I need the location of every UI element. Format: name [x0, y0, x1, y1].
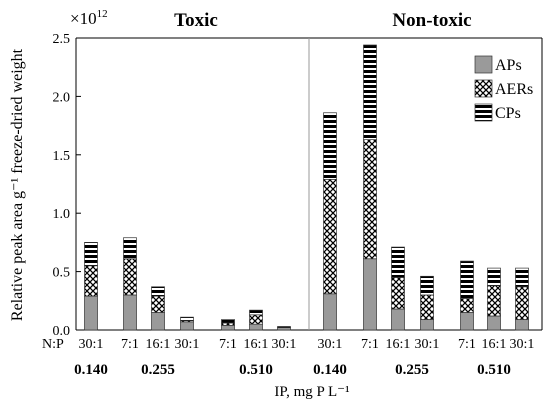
bar-segment-aps [152, 312, 165, 330]
bar-segment-aps [85, 296, 98, 330]
ip-group-label: 0.510 [239, 362, 273, 378]
np-tick-label: 7:1 [361, 337, 379, 352]
bar-segment-aers [222, 323, 235, 325]
bar-segment-aers [488, 286, 501, 316]
bar-segment-aers [516, 287, 529, 320]
legend-label-aers: AERs [495, 81, 533, 98]
panel-title-non-toxic: Non-toxic [392, 10, 471, 31]
bar-segment-cps [324, 113, 337, 180]
np-tick-label: 16:1 [482, 337, 507, 352]
y-tick-label: 0.5 [53, 266, 71, 281]
bar-segment-aps [421, 319, 434, 330]
bar-segment-aps [278, 328, 291, 330]
legend-swatch-cps [475, 104, 492, 121]
bar-segment-aers [250, 315, 263, 324]
np-tick-label: 30:1 [415, 337, 440, 352]
ip-group-label: 0.255 [395, 362, 429, 378]
bar-segment-cps [85, 242, 98, 265]
bar-segment-aps [516, 319, 529, 330]
bar-segment-cps [181, 317, 194, 321]
bar-segment-aps [488, 316, 501, 330]
legend: APs AERs CPs [475, 56, 533, 122]
y-ticks: 0.0 0.5 1.0 1.5 2.0 2.5 [53, 32, 82, 339]
bar-segment-aers [461, 298, 474, 312]
legend-swatch-aers [475, 80, 492, 97]
bar-segment-aers [421, 295, 434, 320]
y-tick-label: 2.5 [53, 32, 71, 47]
np-tick-labels: 30:1 7:1 16:1 30:1 7:1 16:1 30:1 30:1 7:1 16:1 30:… [79, 337, 535, 352]
bar-segment-cps [124, 238, 137, 259]
legend-label-aps: APs [495, 57, 522, 74]
legend-swatch-aps [475, 56, 492, 73]
bar-segment-aers [392, 277, 405, 309]
bar-segment-cps [364, 45, 377, 140]
ip-group-labels: 0.140 0.255 0.510 0.140 0.255 0.510 [74, 362, 511, 378]
y-tick-label: 1.0 [53, 207, 71, 222]
bar-segment-aps [364, 259, 377, 330]
np-tick-label: 16:1 [386, 337, 411, 352]
bar-segment-aps [181, 322, 194, 330]
y-axis-label: Relative peak area g⁻¹ freeze-dried weig… [9, 48, 26, 321]
np-tick-label: 30:1 [272, 337, 297, 352]
np-tick-label: 16:1 [146, 337, 171, 352]
np-tick-label: 7:1 [121, 337, 139, 352]
y-tick-label: 2.0 [53, 90, 71, 105]
bar-segment-cps [222, 319, 235, 323]
y-multiplier-base: ×10 [70, 9, 97, 28]
bar-segment-aps [324, 294, 337, 330]
panel-title-toxic: Toxic [174, 10, 218, 31]
y-multiplier: ×1012 [70, 8, 108, 28]
np-tick-label: 7:1 [219, 337, 237, 352]
bar-segment-cps [392, 247, 405, 277]
np-tick-label: 30:1 [318, 337, 343, 352]
bar-segment-cps [488, 268, 501, 286]
bar-segment-cps [421, 276, 434, 295]
ip-group-label: 0.255 [141, 362, 175, 378]
bar-segment-cps [250, 310, 263, 315]
np-tick-label: 30:1 [510, 337, 535, 352]
y-tick-label: 1.5 [53, 149, 71, 164]
bar-segment-aers [85, 266, 98, 296]
bar-segment-cps [516, 268, 529, 287]
bars [85, 45, 529, 330]
x-axis-label: IP, mg P L⁻¹ [274, 384, 349, 400]
np-tick-label: 30:1 [79, 337, 104, 352]
bar-segment-aps [461, 312, 474, 330]
bar-segment-aers [124, 259, 137, 295]
bar-segment-cps [461, 261, 474, 298]
y-multiplier-exponent: 12 [97, 8, 108, 20]
bar-segment-cps [278, 326, 291, 327]
y-tick-label: 0.0 [53, 324, 71, 339]
bar-segment-aers [152, 296, 165, 312]
legend-label-cps: CPs [495, 105, 521, 122]
bar-segment-aps [392, 309, 405, 330]
bar-segment-cps [152, 287, 165, 296]
bar-segment-aps [222, 325, 235, 330]
bar-segment-aps [124, 295, 137, 330]
ip-group-label: 0.510 [477, 362, 511, 378]
ip-group-label: 0.140 [313, 362, 347, 378]
bar-segment-aers [324, 179, 337, 293]
np-row-label: N:P [42, 337, 64, 352]
ip-group-label: 0.140 [74, 362, 108, 378]
bar-segment-aers [364, 140, 377, 259]
np-tick-label: 16:1 [244, 337, 269, 352]
np-tick-label: 30:1 [175, 337, 200, 352]
np-tick-label: 7:1 [458, 337, 476, 352]
bar-segment-aps [250, 324, 263, 330]
